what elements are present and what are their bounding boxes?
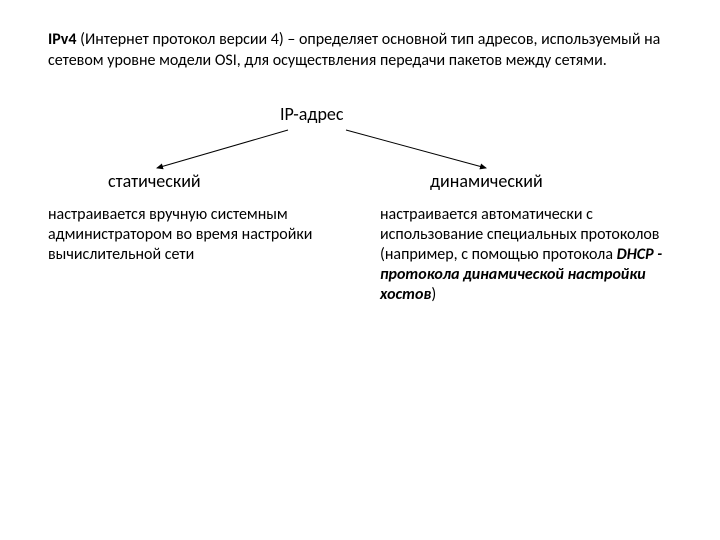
dynamic-desc-line2-suffix: ): [431, 285, 436, 304]
diagram-root-label: IP-адрес: [280, 103, 344, 125]
arrow-right: [346, 130, 486, 168]
dynamic-label: динамический: [430, 172, 580, 191]
slide: IPv4 (Интернет протокол версии 4) – опре…: [0, 0, 720, 540]
static-description: настраивается вручную системным админист…: [48, 205, 348, 265]
dynamic-desc-line2-prefix: (например, с помощью протокола: [380, 245, 617, 264]
dynamic-description: настраивается автоматически с использова…: [380, 205, 680, 305]
intro-paragraph: IPv4 (Интернет протокол версии 4) – опре…: [48, 30, 672, 72]
dynamic-desc-line1: настраивается автоматически с использова…: [380, 205, 659, 244]
static-label: статический: [108, 172, 228, 191]
intro-bold-lead: IPv4: [48, 30, 76, 49]
intro-rest: (Интернет протокол версии 4) – определяе…: [48, 30, 660, 70]
arrow-left: [157, 130, 288, 168]
